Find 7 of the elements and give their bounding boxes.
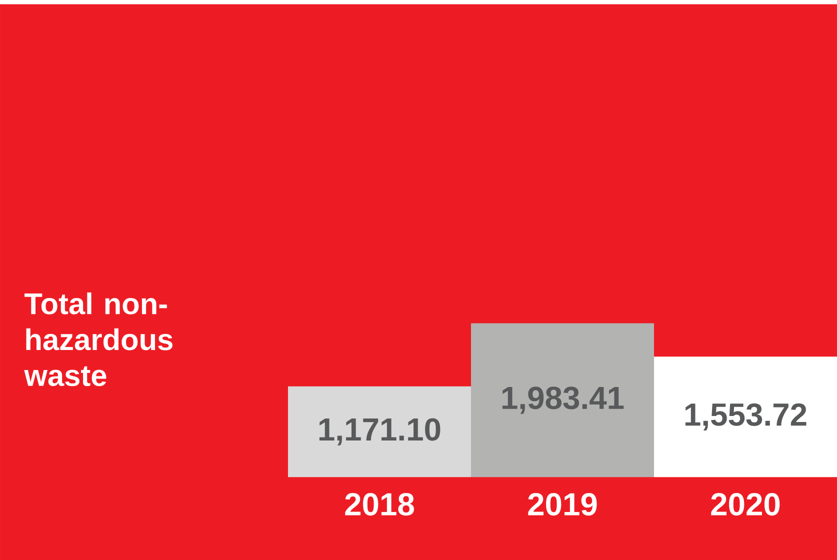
x-tick-label: 2018 — [345, 492, 414, 516]
x-tick-label: 2019 — [528, 492, 597, 516]
chart-title: Total non-hazardous waste — [24, 292, 172, 386]
data-label: 1,553.72 — [685, 403, 806, 430]
x-tick-label: 2020 — [711, 492, 780, 516]
data-label: 1,171.10 — [319, 418, 440, 446]
data-label: 1,983.41 — [502, 386, 624, 414]
